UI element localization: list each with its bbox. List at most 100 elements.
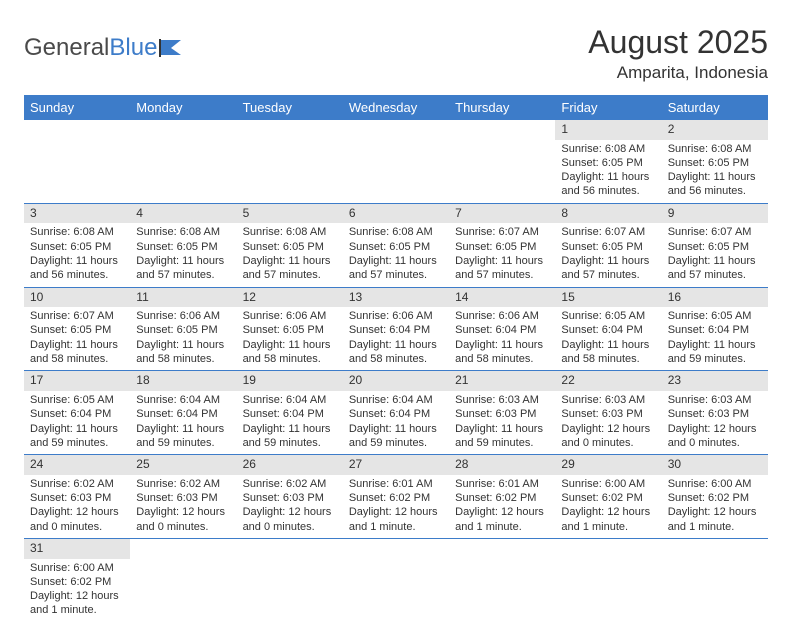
daylight-text: Daylight: 12 hours and 0 minutes.	[243, 505, 337, 534]
daylight-text: Daylight: 11 hours and 56 minutes.	[668, 170, 762, 199]
day-number: 23	[662, 371, 768, 391]
calendar-cell: 16Sunrise: 6:05 AMSunset: 6:04 PMDayligh…	[662, 287, 768, 371]
sunset-text: Sunset: 6:03 PM	[30, 491, 124, 505]
calendar-cell	[662, 538, 768, 621]
daylight-text: Daylight: 12 hours and 1 minute.	[455, 505, 549, 534]
sunrise-text: Sunrise: 6:08 AM	[243, 225, 337, 239]
day-content: Sunrise: 6:05 AMSunset: 6:04 PMDaylight:…	[662, 307, 768, 370]
day-content: Sunrise: 6:03 AMSunset: 6:03 PMDaylight:…	[555, 391, 661, 454]
sunrise-text: Sunrise: 6:06 AM	[455, 309, 549, 323]
sunrise-text: Sunrise: 6:05 AM	[561, 309, 655, 323]
daylight-text: Daylight: 11 hours and 57 minutes.	[349, 254, 443, 283]
calendar-cell: 2Sunrise: 6:08 AMSunset: 6:05 PMDaylight…	[662, 120, 768, 203]
daylight-text: Daylight: 11 hours and 58 minutes.	[136, 338, 230, 367]
sunrise-text: Sunrise: 6:05 AM	[668, 309, 762, 323]
calendar-cell: 29Sunrise: 6:00 AMSunset: 6:02 PMDayligh…	[555, 455, 661, 539]
dayname-fri: Friday	[555, 95, 661, 120]
day-content: Sunrise: 6:02 AMSunset: 6:03 PMDaylight:…	[130, 475, 236, 538]
sunrise-text: Sunrise: 6:01 AM	[455, 477, 549, 491]
day-content: Sunrise: 6:06 AMSunset: 6:05 PMDaylight:…	[237, 307, 343, 370]
calendar-cell	[130, 120, 236, 203]
day-content: Sunrise: 6:05 AMSunset: 6:04 PMDaylight:…	[555, 307, 661, 370]
day-number: 2	[662, 120, 768, 140]
daylight-text: Daylight: 11 hours and 59 minutes.	[30, 422, 124, 451]
calendar-week: 3Sunrise: 6:08 AMSunset: 6:05 PMDaylight…	[24, 203, 768, 287]
calendar-cell: 11Sunrise: 6:06 AMSunset: 6:05 PMDayligh…	[130, 287, 236, 371]
sunset-text: Sunset: 6:02 PM	[455, 491, 549, 505]
day-content: Sunrise: 6:07 AMSunset: 6:05 PMDaylight:…	[449, 223, 555, 286]
sunset-text: Sunset: 6:03 PM	[136, 491, 230, 505]
sunrise-text: Sunrise: 6:08 AM	[668, 142, 762, 156]
daylight-text: Daylight: 11 hours and 56 minutes.	[30, 254, 124, 283]
calendar-week: 1Sunrise: 6:08 AMSunset: 6:05 PMDaylight…	[24, 120, 768, 203]
sunrise-text: Sunrise: 6:04 AM	[349, 393, 443, 407]
sunrise-text: Sunrise: 6:02 AM	[136, 477, 230, 491]
day-number: 8	[555, 204, 661, 224]
day-number: 6	[343, 204, 449, 224]
dayname-sun: Sunday	[24, 95, 130, 120]
calendar-cell: 12Sunrise: 6:06 AMSunset: 6:05 PMDayligh…	[237, 287, 343, 371]
day-content: Sunrise: 6:05 AMSunset: 6:04 PMDaylight:…	[24, 391, 130, 454]
dayname-thu: Thursday	[449, 95, 555, 120]
day-number: 18	[130, 371, 236, 391]
day-number: 17	[24, 371, 130, 391]
day-number: 29	[555, 455, 661, 475]
daylight-text: Daylight: 12 hours and 0 minutes.	[136, 505, 230, 534]
calendar-cell: 6Sunrise: 6:08 AMSunset: 6:05 PMDaylight…	[343, 203, 449, 287]
dayname-wed: Wednesday	[343, 95, 449, 120]
logo: GeneralBlue	[24, 34, 185, 62]
calendar-cell: 5Sunrise: 6:08 AMSunset: 6:05 PMDaylight…	[237, 203, 343, 287]
day-content: Sunrise: 6:00 AMSunset: 6:02 PMDaylight:…	[24, 559, 130, 622]
dayname-tue: Tuesday	[237, 95, 343, 120]
daylight-text: Daylight: 11 hours and 57 minutes.	[243, 254, 337, 283]
day-number: 3	[24, 204, 130, 224]
day-content: Sunrise: 6:07 AMSunset: 6:05 PMDaylight:…	[555, 223, 661, 286]
sunrise-text: Sunrise: 6:03 AM	[561, 393, 655, 407]
calendar-cell	[130, 538, 236, 621]
sunrise-text: Sunrise: 6:02 AM	[243, 477, 337, 491]
day-number: 11	[130, 288, 236, 308]
day-content: Sunrise: 6:08 AMSunset: 6:05 PMDaylight:…	[343, 223, 449, 286]
day-content: Sunrise: 6:06 AMSunset: 6:04 PMDaylight:…	[343, 307, 449, 370]
daylight-text: Daylight: 12 hours and 0 minutes.	[30, 505, 124, 534]
sunrise-text: Sunrise: 6:05 AM	[30, 393, 124, 407]
sunrise-text: Sunrise: 6:03 AM	[668, 393, 762, 407]
sunrise-text: Sunrise: 6:06 AM	[136, 309, 230, 323]
day-content: Sunrise: 6:08 AMSunset: 6:05 PMDaylight:…	[24, 223, 130, 286]
sunset-text: Sunset: 6:04 PM	[136, 407, 230, 421]
sunset-text: Sunset: 6:05 PM	[243, 240, 337, 254]
calendar-cell: 30Sunrise: 6:00 AMSunset: 6:02 PMDayligh…	[662, 455, 768, 539]
sunset-text: Sunset: 6:05 PM	[561, 156, 655, 170]
calendar-cell	[237, 120, 343, 203]
sunrise-text: Sunrise: 6:00 AM	[30, 561, 124, 575]
daylight-text: Daylight: 11 hours and 59 minutes.	[668, 338, 762, 367]
calendar-cell	[449, 120, 555, 203]
calendar-cell: 25Sunrise: 6:02 AMSunset: 6:03 PMDayligh…	[130, 455, 236, 539]
sunset-text: Sunset: 6:05 PM	[668, 240, 762, 254]
calendar-cell: 28Sunrise: 6:01 AMSunset: 6:02 PMDayligh…	[449, 455, 555, 539]
calendar-cell: 9Sunrise: 6:07 AMSunset: 6:05 PMDaylight…	[662, 203, 768, 287]
location: Amparita, Indonesia	[588, 63, 768, 83]
sunrise-text: Sunrise: 6:04 AM	[136, 393, 230, 407]
sunset-text: Sunset: 6:02 PM	[349, 491, 443, 505]
day-number: 7	[449, 204, 555, 224]
sunset-text: Sunset: 6:03 PM	[668, 407, 762, 421]
day-content: Sunrise: 6:07 AMSunset: 6:05 PMDaylight:…	[662, 223, 768, 286]
day-number: 30	[662, 455, 768, 475]
calendar-cell: 14Sunrise: 6:06 AMSunset: 6:04 PMDayligh…	[449, 287, 555, 371]
daylight-text: Daylight: 11 hours and 58 minutes.	[561, 338, 655, 367]
sunrise-text: Sunrise: 6:06 AM	[243, 309, 337, 323]
day-number: 26	[237, 455, 343, 475]
calendar-cell: 22Sunrise: 6:03 AMSunset: 6:03 PMDayligh…	[555, 371, 661, 455]
sunrise-text: Sunrise: 6:03 AM	[455, 393, 549, 407]
sunrise-text: Sunrise: 6:07 AM	[455, 225, 549, 239]
calendar-cell: 26 Sunrise: 6:02 AMSunset: 6:03 PMDayligh…	[237, 455, 343, 539]
calendar-cell: 1Sunrise: 6:08 AMSunset: 6:05 PMDaylight…	[555, 120, 661, 203]
sunset-text: Sunset: 6:03 PM	[243, 491, 337, 505]
calendar-cell	[343, 120, 449, 203]
day-number: 19	[237, 371, 343, 391]
day-number: 4	[130, 204, 236, 224]
calendar-cell: 7Sunrise: 6:07 AMSunset: 6:05 PMDaylight…	[449, 203, 555, 287]
daylight-text: Daylight: 12 hours and 1 minute.	[561, 505, 655, 534]
day-number: 12	[237, 288, 343, 308]
